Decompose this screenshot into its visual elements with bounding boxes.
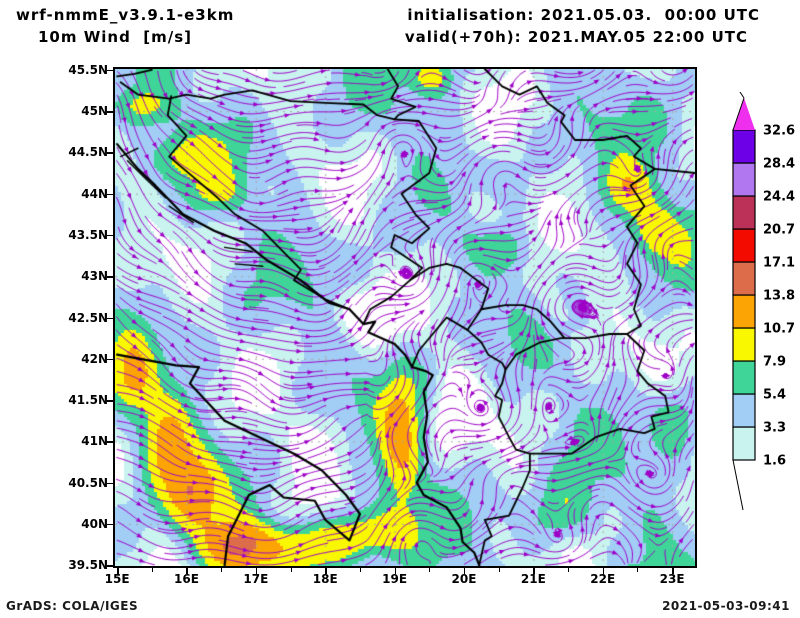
lon-axis-tick [672, 568, 674, 574]
product-title: 10m Wind [m/s] [38, 28, 193, 46]
colorbar-level-label: 5.4 [763, 388, 786, 403]
lon-axis-minor-tick [151, 568, 153, 572]
model-title: wrf-nmmE_v3.9.1-e3km [16, 6, 235, 24]
lon-axis-tick [463, 568, 466, 574]
lon-tick-label: 21E [520, 572, 546, 586]
lon-axis-minor-tick [429, 568, 431, 572]
lon-tick-label: 19E [382, 572, 408, 586]
colorbar-level-label: 28.4 [763, 157, 795, 172]
colorbar-segment [732, 261, 756, 296]
colorbar-segment [732, 294, 756, 329]
lon-axis-minor-tick [290, 568, 292, 572]
colorbar-segment [732, 129, 756, 164]
lat-tick-label: 45.5N [68, 62, 108, 77]
lat-tick-label: 41N [81, 434, 108, 449]
colorbar-segment [732, 327, 756, 362]
colorbar-level-label: 17.1 [763, 256, 795, 271]
lat-axis-tick [107, 400, 113, 402]
initialisation-time: initialisation: 2021.05.03. 00:00 UTC [407, 6, 760, 24]
colorbar-level-label: 24.4 [763, 190, 795, 205]
colorbar-arrow-edge [732, 91, 745, 131]
lon-axis-minor-tick [637, 568, 639, 572]
lat-tick-label: 39.5N [68, 558, 108, 573]
lat-tick-label: 43.5N [68, 227, 108, 242]
lon-tick-label: 20E [451, 572, 477, 586]
lat-axis-tick [107, 317, 113, 319]
colorbar-over-arrow [733, 98, 755, 130]
lat-axis-tick [107, 358, 113, 361]
lat-tick-label: 44.5N [68, 145, 108, 160]
lon-axis-tick [533, 568, 535, 574]
colorbar-level-label: 1.6 [763, 454, 786, 469]
lon-axis-tick [394, 568, 397, 574]
lon-axis-minor-tick [568, 568, 570, 572]
valid-time: valid(+70h): 2021.MAY.05 22:00 UTC [404, 28, 748, 46]
lat-axis-tick [107, 152, 113, 154]
colorbar-level-label: 13.8 [763, 289, 795, 304]
colorbar-segment [732, 360, 756, 395]
lon-axis-tick [186, 568, 188, 574]
lat-tick-label: 43N [81, 269, 108, 284]
colorbar-level-label: 10.7 [763, 322, 795, 337]
lon-tick-label: 17E [243, 572, 269, 586]
lat-axis-tick [107, 111, 113, 113]
lat-tick-label: 40N [81, 516, 108, 531]
colorbar-segment [732, 426, 756, 461]
creation-timestamp: 2021-05-03-09:41 [662, 599, 790, 613]
colorbar-level-label: 7.9 [763, 355, 786, 370]
lon-tick-label: 18E [312, 572, 338, 586]
lat-tick-label: 41.5N [68, 393, 108, 408]
lat-axis-tick [107, 276, 113, 278]
colorbar-segment [732, 228, 756, 263]
map-frame [113, 67, 697, 568]
lon-axis-minor-tick [221, 568, 223, 572]
colorbar-segment [732, 195, 756, 230]
lat-axis-tick [107, 234, 113, 237]
lat-axis-tick [107, 523, 113, 526]
lat-axis-tick [107, 193, 113, 196]
colorbar: 32.6 28.4 24.4 20.7 17.1 13.8 10.7 7.9 5.4 3.3 1.6 [731, 91, 795, 522]
colorbar-svg: 32.6 28.4 24.4 20.7 17.1 13.8 10.7 7.9 5.4 3.3 1.6 [732, 91, 795, 511]
grads-attribution: GrADS: COLA/IGES [6, 599, 139, 613]
lat-tick-label: 44N [81, 186, 108, 201]
lon-tick-label: 15E [104, 572, 130, 586]
lon-axis-minor-tick [498, 568, 500, 572]
lon-axis-tick [117, 568, 119, 574]
lat-axis-tick [107, 69, 113, 72]
lat-tick-label: 42N [81, 351, 108, 366]
lon-axis-tick [325, 568, 327, 574]
lat-tick-label: 45N [81, 104, 108, 119]
lon-axis-minor-tick [359, 568, 361, 572]
colorbar-segment [732, 162, 756, 197]
colorbar-level-label: 3.3 [763, 421, 786, 436]
lon-tick-label: 23E [659, 572, 685, 586]
lon-tick-label: 22E [590, 572, 616, 586]
lat-axis-tick [107, 441, 113, 443]
lat-axis-tick [107, 565, 113, 567]
lat-axis-tick [107, 482, 113, 485]
colorbar-level-label: 20.7 [763, 223, 795, 238]
wind-streamline-map-canvas [115, 69, 695, 566]
colorbar-under-pointer [732, 459, 744, 511]
lat-tick-label: 42.5N [68, 310, 108, 325]
colorbar-level-label: 32.6 [763, 124, 795, 139]
lon-axis-tick [255, 568, 258, 574]
lon-axis-tick [602, 568, 605, 574]
lat-tick-label: 40.5N [68, 475, 108, 490]
colorbar-segment [732, 393, 756, 428]
lon-tick-label: 16E [174, 572, 199, 586]
